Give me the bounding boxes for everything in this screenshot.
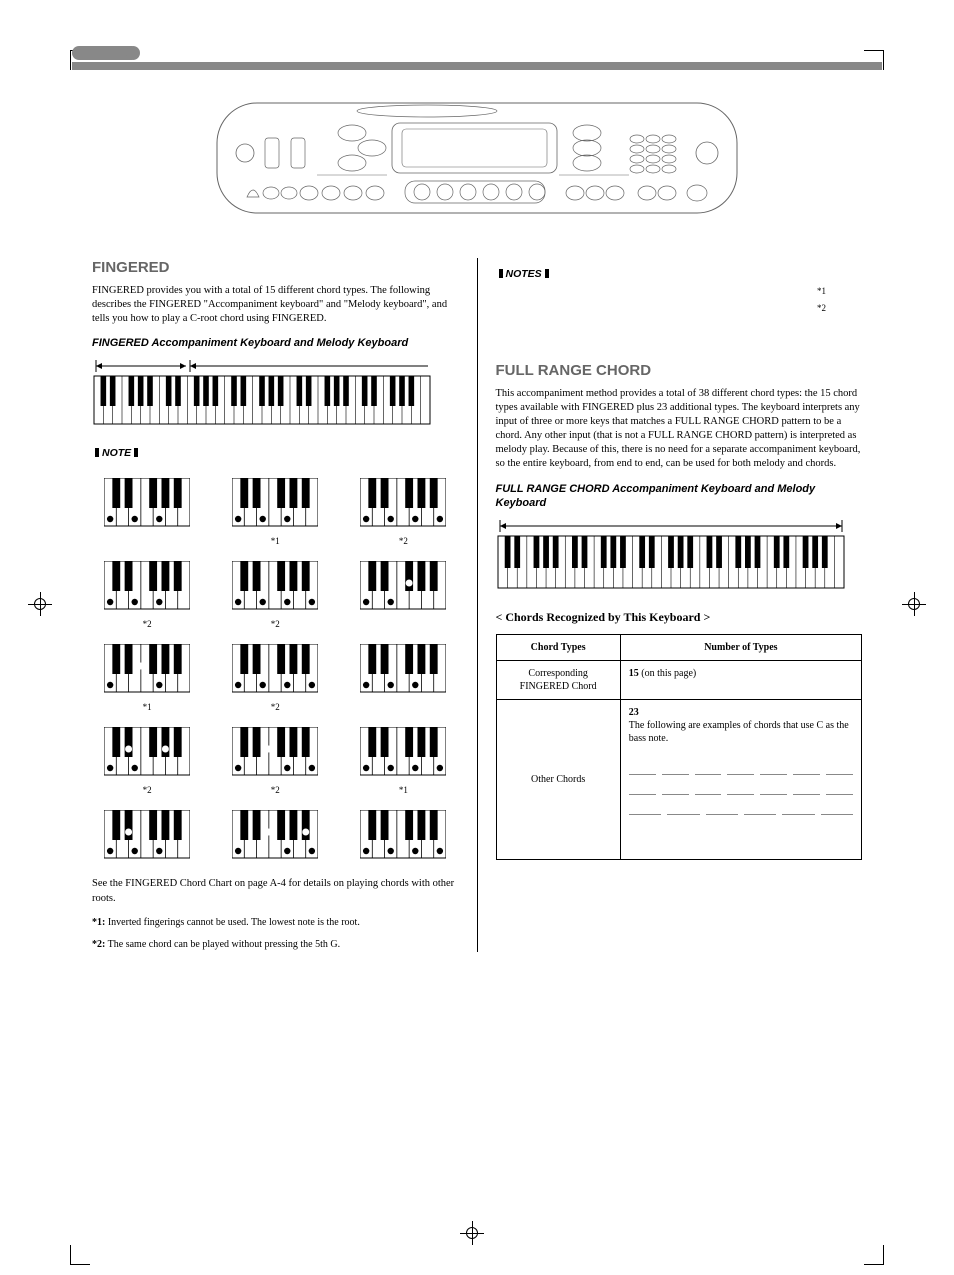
chord-note-label: *2	[92, 619, 202, 631]
fingered-heading: FINGERED	[92, 258, 459, 278]
left-column: FINGERED FINGERED provides you with a to…	[92, 258, 478, 952]
col-header-number: Number of Types	[620, 635, 861, 661]
chord-note-label: *1	[348, 785, 458, 797]
star2: *2	[496, 303, 827, 315]
chord-diagram: *2	[92, 727, 202, 796]
chord-diagram: *2	[92, 561, 202, 630]
row2-value: 23 The following are examples of chords …	[620, 700, 861, 860]
footnote-2: *2: The same chord can be played without…	[92, 938, 459, 952]
chord-note-label: *2	[220, 702, 330, 714]
fingered-keyboard-range: (function(){ const g=document.getElement…	[92, 358, 459, 432]
chord-note-label: *2	[220, 619, 330, 631]
chord-diagram: *2	[220, 727, 330, 796]
chord-grid: *1 *2 *2 *2 *1 *2 *2 *2 *1	[92, 478, 459, 867]
fingered-reference: See the FINGERED Chord Chart on page A-4…	[92, 877, 459, 905]
fingered-subheading: FINGERED Accompaniment Keyboard and Melo…	[92, 336, 459, 350]
footnote-1: *1: Inverted fingerings cannot be used. …	[92, 916, 459, 930]
full-range-intro: This accompaniment method provides a tot…	[496, 387, 863, 472]
row1-label: Corresponding FINGERED Chord	[496, 661, 620, 700]
row1-value: 15 (on this page)	[620, 661, 861, 700]
chord-diagram: *2	[220, 561, 330, 630]
chord-note-label: *1	[220, 536, 330, 548]
full-range-keyboard: (function(){ const g=document.getElement…	[496, 518, 863, 596]
chord-diagram: *2	[220, 644, 330, 713]
chord-diagram	[92, 478, 202, 547]
chord-diagram	[348, 561, 458, 630]
fingered-intro: FINGERED provides you with a total of 15…	[92, 284, 459, 327]
chord-note-label: *2	[220, 785, 330, 797]
chord-table-heading: < Chords Recognized by This Keyboard >	[496, 610, 863, 626]
chord-note-label: *1	[92, 702, 202, 714]
chord-diagram	[220, 810, 330, 867]
keyboard-top-diagram	[92, 88, 862, 238]
chord-diagram: *1	[92, 644, 202, 713]
chord-table: Chord Types Number of Types Correspondin…	[496, 634, 863, 860]
full-range-heading: FULL RANGE CHORD	[496, 361, 863, 381]
row2-label: Other Chords	[496, 700, 620, 860]
full-range-subheading: FULL RANGE CHORD Accompaniment Keyboard …	[496, 482, 863, 511]
chord-diagram	[92, 810, 202, 867]
chord-diagram: *1	[348, 727, 458, 796]
chord-note-label: *2	[92, 785, 202, 797]
right-column: NOTES *1 *2 FULL RANGE CHORD This accomp…	[478, 258, 863, 952]
chord-note-label: *2	[348, 536, 458, 548]
chord-diagram	[348, 644, 458, 713]
star1: *1	[496, 286, 827, 298]
header-band	[72, 40, 882, 70]
chord-diagram: *2	[348, 478, 458, 547]
chord-diagram	[348, 810, 458, 867]
notes-label: NOTES	[496, 268, 863, 282]
chord-diagram: *1	[220, 478, 330, 547]
note-label: NOTE	[92, 447, 459, 461]
col-header-types: Chord Types	[496, 635, 620, 661]
